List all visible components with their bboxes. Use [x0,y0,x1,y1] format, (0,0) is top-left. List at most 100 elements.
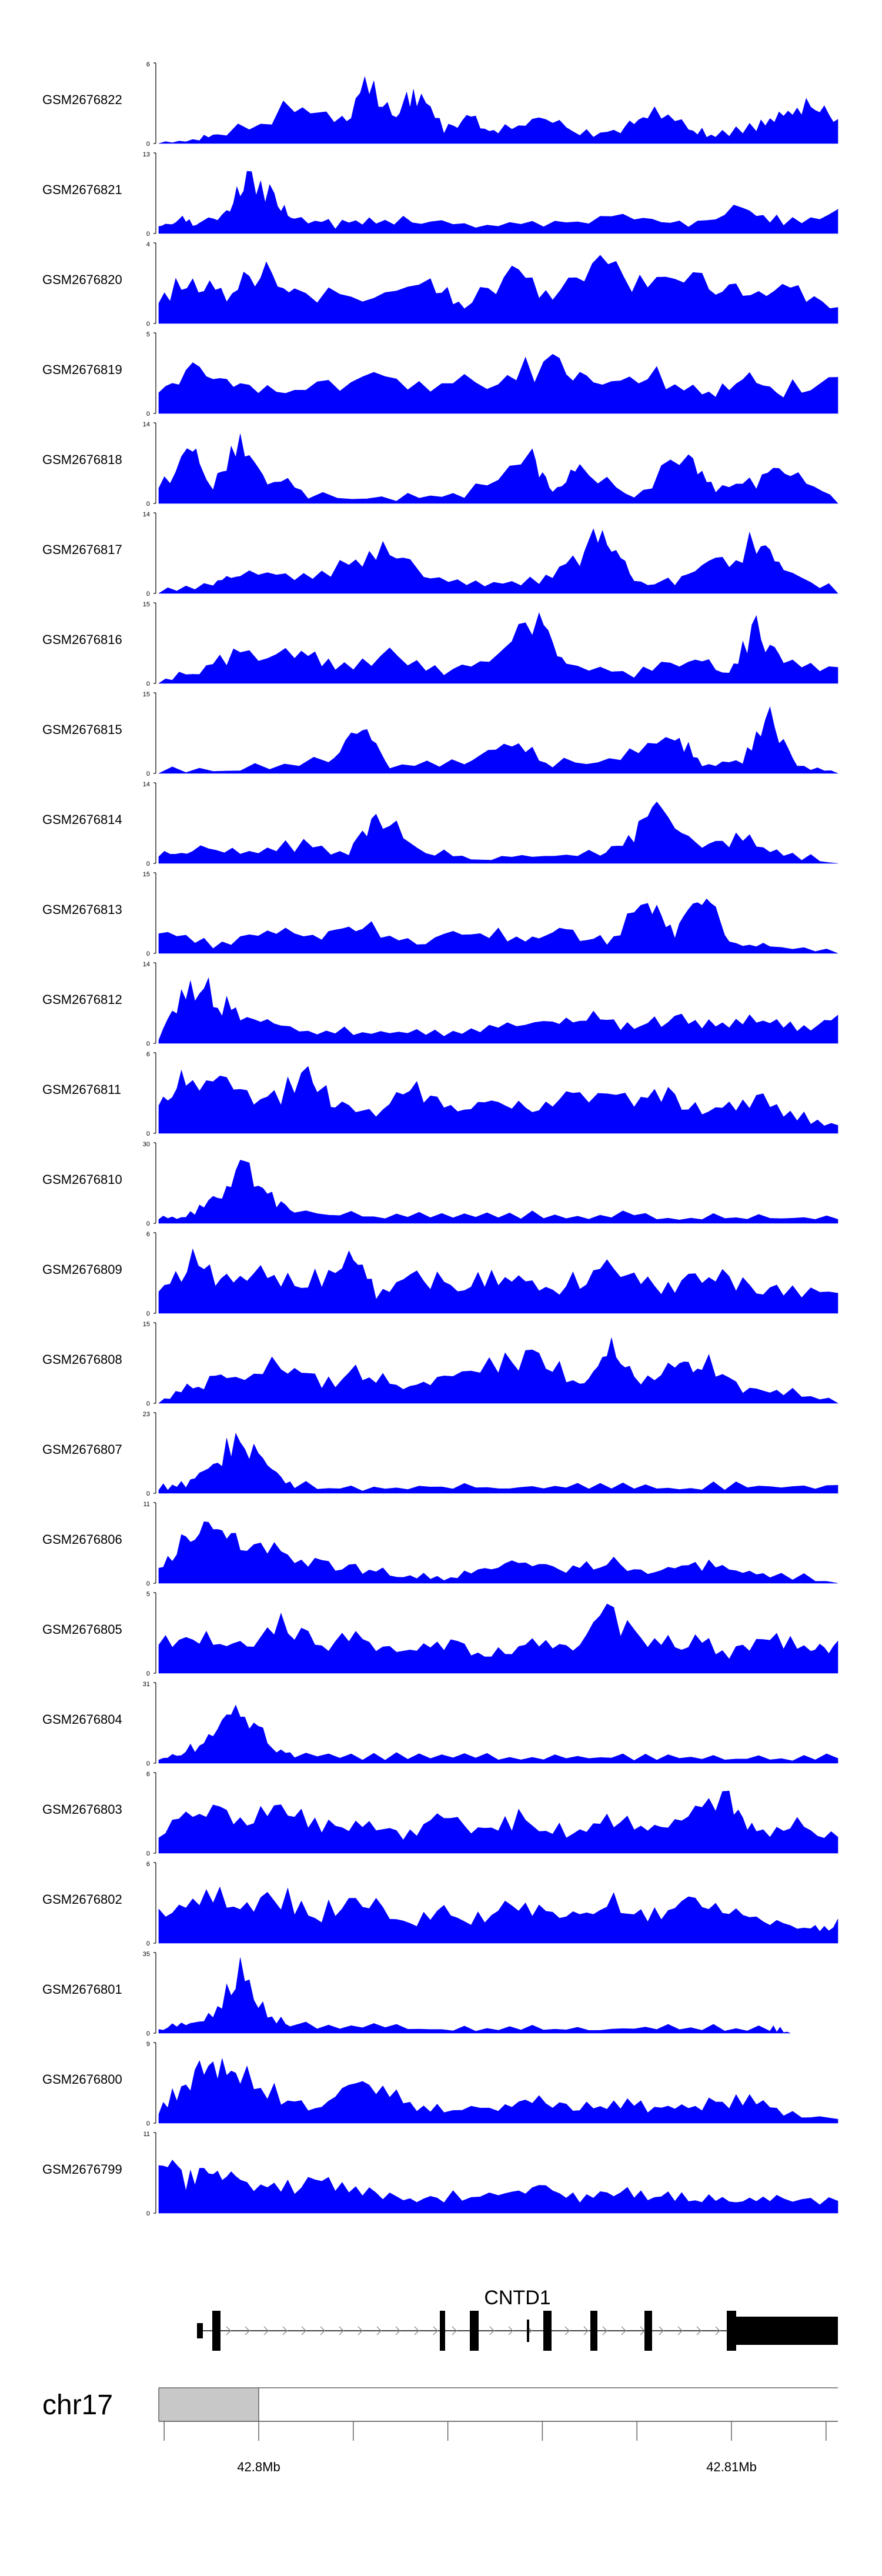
strand-chevron [452,2326,457,2335]
y-axis-max-label: 15 [143,1321,150,1328]
track-GSM2676814: GSM2676814 14 0 [42,781,838,867]
y-axis-max-label: 6 [146,1771,150,1778]
track-label: GSM2676819 [42,362,122,377]
y-axis-max-label: 11 [143,1501,150,1508]
track-label: GSM2676810 [42,1172,122,1187]
strand-chevron [433,2326,438,2335]
track-GSM2676810: GSM2676810 30 0 [42,1141,838,1227]
chromosome-label: chr17 [42,2390,113,2421]
y-axis-max-label: 5 [146,1591,150,1598]
y-axis-max-label: 4 [146,241,150,248]
y-axis-max-label: 31 [143,1681,150,1688]
y-axis-min-label: 0 [146,1760,150,1767]
axis-ticks [159,2421,838,2441]
track-GSM2676818: GSM2676818 14 0 [42,421,838,508]
strand-chevron [301,2326,306,2335]
track-label: GSM2676822 [42,92,122,107]
track-GSM2676817: GSM2676817 14 0 [42,511,838,598]
coverage-area [158,706,838,774]
strand-chevron [508,2326,513,2335]
y-axis-max-label: 35 [143,1951,150,1958]
track-GSM2676809: GSM2676809 6 0 [42,1231,838,1317]
y-axis-max-label: 11 [143,2131,150,2138]
coverage-area [158,1433,838,1494]
exon-5 [543,2311,552,2351]
track-label: GSM2676814 [42,812,122,827]
strand-chevron [602,2326,607,2335]
y-axis-min-label: 0 [146,1130,150,1137]
track-GSM2676802: GSM2676802 6 0 [42,1861,838,1947]
track-label: GSM2676815 [42,722,122,737]
track-GSM2676816: GSM2676816 15 0 [42,601,838,688]
y-axis-min-label: 0 [146,321,150,328]
strand-chevrons [226,2326,720,2335]
strand-chevron [282,2326,288,2335]
track-label: GSM2676813 [42,902,122,917]
strand-chevron [715,2326,720,2335]
y-axis-max-label: 15 [143,871,150,878]
track-GSM2676801: GSM2676801 35 0 [42,1951,791,2037]
track-GSM2676812: GSM2676812 14 0 [42,961,838,1047]
y-axis-max-label: 23 [143,1411,150,1418]
y-axis-min-label: 0 [146,2120,150,2127]
exon-7 [644,2311,652,2351]
track-GSM2676806: GSM2676806 11 0 [42,1501,838,1587]
strand-chevron [339,2326,344,2335]
y-axis-max-label: 15 [143,601,150,608]
track-label: GSM2676820 [42,272,122,287]
y-axis-min-label: 0 [146,1310,150,1317]
coverage-area [158,255,838,324]
coverage-area [158,433,838,504]
track-label: GSM2676807 [42,1442,122,1457]
strand-chevron [245,2326,250,2335]
strand-chevron [659,2326,664,2335]
track-label: GSM2676816 [42,632,122,647]
y-axis-min-label: 0 [146,500,150,508]
track-GSM2676821: GSM2676821 13 0 [42,151,838,238]
track-label: GSM2676808 [42,1352,122,1367]
y-axis-min-label: 0 [146,950,150,957]
track-GSM2676808: GSM2676808 15 0 [42,1321,839,1407]
strand-chevron [358,2326,363,2335]
track-GSM2676815: GSM2676815 15 0 [42,691,838,778]
coverage-area [158,76,838,144]
exon-8 [727,2311,736,2351]
y-axis-max-label: 13 [143,151,150,158]
coverage-area [158,1248,838,1314]
track-label: GSM2676809 [42,1262,122,1277]
exon-3 [470,2311,479,2351]
track-GSM2676819: GSM2676819 5 0 [42,331,838,418]
y-axis-max-label: 6 [146,1051,150,1058]
exon-2 [440,2311,445,2351]
y-axis-min-label: 0 [146,411,150,418]
strand-chevron [376,2326,382,2335]
track-GSM2676803: GSM2676803 6 0 [42,1771,838,1857]
y-axis-min-label: 0 [146,231,150,238]
strand-chevron [414,2326,419,2335]
strand-chevron [677,2326,683,2335]
axis-tick-label: 42.8Mb [237,2460,280,2474]
coverage-area [158,171,838,234]
strand-chevron [696,2326,701,2335]
y-axis-min-label: 0 [146,1670,150,1677]
exon-utr-end [736,2317,838,2345]
y-axis-min-label: 0 [146,141,150,148]
strand-chevron [564,2326,570,2335]
y-axis-max-label: 14 [143,781,150,788]
exon-1 [212,2311,220,2351]
y-axis-min-label: 0 [146,2210,150,2217]
track-GSM2676813: GSM2676813 15 0 [42,871,838,957]
track-label: GSM2676811 [42,1082,121,1097]
track-label: GSM2676802 [42,1892,122,1907]
exon-6 [590,2311,597,2351]
track-GSM2676804: GSM2676804 31 0 [42,1681,838,1767]
coverage-area [158,528,838,594]
track-GSM2676800: GSM2676800 9 0 [42,2041,838,2127]
genome-axis: chr17 42.8Mb 42.81Mb [42,2387,838,2474]
exon-4 [527,2320,529,2342]
y-axis-min-label: 0 [146,2030,150,2037]
coverage-area [158,1704,838,1764]
track-GSM2676820: GSM2676820 4 0 [42,241,838,328]
ideogram-band [159,2388,259,2421]
